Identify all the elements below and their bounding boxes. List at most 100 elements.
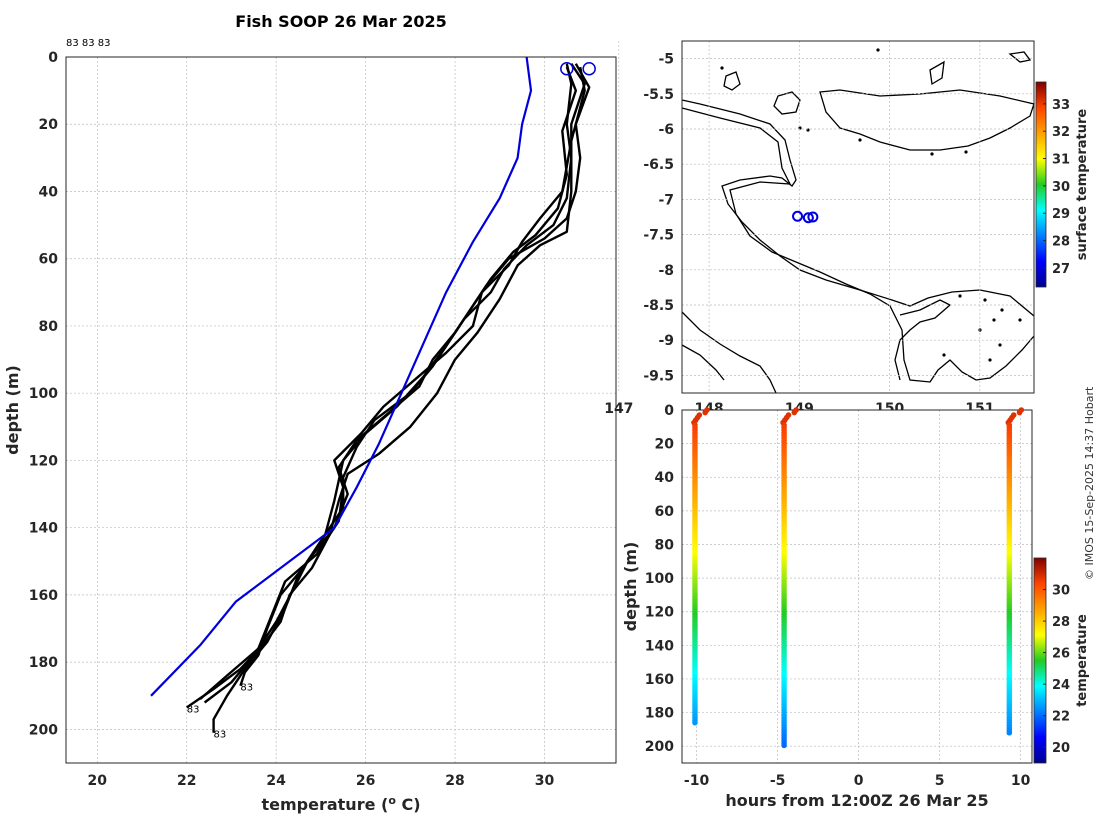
y-tick-label: 20 <box>39 117 59 133</box>
x-tick-label: 28 <box>445 773 464 789</box>
coastline <box>681 311 777 394</box>
coastline <box>819 89 1035 151</box>
x-axis-label: temperature (o C) <box>261 794 420 814</box>
y-tick-label: 160 <box>645 672 674 688</box>
island-dot <box>992 318 996 322</box>
section-sample <box>781 742 787 749</box>
y-tick-label: 100 <box>29 386 58 402</box>
y-tick-label: 200 <box>29 722 58 738</box>
colorbar-tick-label: 32 <box>1052 125 1070 140</box>
lat-tick-label: -7 <box>658 192 674 208</box>
lat-tick-label: -9 <box>658 333 674 349</box>
colorbar-label: temperature <box>1075 614 1090 707</box>
colorbar-tick-label: 24 <box>1052 678 1070 693</box>
y-tick-label: 140 <box>29 521 58 537</box>
x-tick-label: -5 <box>770 773 786 789</box>
plot-frame <box>681 409 1033 764</box>
surface-marker <box>560 61 574 76</box>
chart-title: Fish SOOP 26 Mar 2025 <box>235 12 446 31</box>
section-cast <box>1005 407 1025 736</box>
lat-tick-label: -5 <box>658 52 674 68</box>
lat-tick-label: -8 <box>658 263 674 279</box>
time-depth-section: -10 -5 0 5 10020406080100120140160180200hour… <box>621 403 1090 810</box>
top-annotation: 83 83 83 <box>66 38 111 49</box>
island-dot <box>1018 318 1022 322</box>
coastline <box>1008 51 1032 63</box>
lon-tick-label: 147 <box>604 401 633 417</box>
island-dot <box>930 152 934 156</box>
y-tick-label: 40 <box>39 184 59 200</box>
y-tick-label: 100 <box>645 571 674 587</box>
island-dot <box>720 66 724 70</box>
island-dot <box>958 294 962 298</box>
y-tick-label: 120 <box>29 453 58 469</box>
island-dot <box>942 353 946 357</box>
y-tick-label: 0 <box>664 403 674 419</box>
colorbar-tick-label: 22 <box>1052 710 1070 725</box>
y-tick-label: 40 <box>655 470 675 486</box>
island-dot <box>988 358 992 362</box>
cast-end-label: 83 <box>240 683 253 694</box>
lat-tick-label: -7.5 <box>643 228 674 244</box>
y-tick-label: 20 <box>655 437 675 453</box>
x-axis-label: hours from 12:00Z 26 Mar 25 <box>725 791 988 810</box>
colorbar-tick-label: 28 <box>1052 615 1070 630</box>
colorbar-tick-label: 20 <box>1052 741 1070 756</box>
cast-end-label: 83 <box>187 705 200 716</box>
map-area <box>682 41 1034 393</box>
x-tick-label: 20 <box>88 773 108 789</box>
y-tick-label: 180 <box>29 655 58 671</box>
temperature-colorbar <box>1033 557 1047 764</box>
y-tick-label: 0 <box>48 50 58 66</box>
y-tick-label: 200 <box>645 739 674 755</box>
coastline <box>681 99 1035 317</box>
cast-end-label: 83 <box>214 730 227 741</box>
plot-area <box>682 410 1032 763</box>
credit-text: © IMOS 15-Sep-2025 14:37 Hobart <box>1083 386 1096 580</box>
surface-temp-colorbar <box>1035 81 1047 288</box>
station-marker <box>802 212 814 224</box>
x-tick-label: 26 <box>356 773 375 789</box>
x-tick-label: 0 <box>854 773 864 789</box>
section-sample <box>702 409 708 416</box>
section-sample <box>692 719 698 726</box>
cast-profile-line <box>186 63 573 709</box>
y-axis-label: depth (m) <box>3 365 22 455</box>
y-tick-label: 80 <box>39 319 59 335</box>
station-marker <box>792 210 804 222</box>
plot-frame <box>65 56 617 764</box>
colorbar-tick-label: 28 <box>1052 235 1070 250</box>
section-sample <box>791 409 798 416</box>
colorbar-tick-label: 30 <box>1052 180 1070 195</box>
coastline <box>681 344 725 381</box>
colorbar-tick-label: 31 <box>1052 153 1070 168</box>
y-tick-label: 160 <box>29 588 58 604</box>
cast-profile-line <box>199 66 586 701</box>
x-tick-label: 30 <box>535 773 555 789</box>
y-tick-label: 180 <box>645 706 674 722</box>
colorbar-tick-label: 27 <box>1052 262 1070 277</box>
coastline <box>681 107 1035 383</box>
y-tick-label: 140 <box>645 638 674 654</box>
x-tick-label: 5 <box>935 773 945 789</box>
island-dot <box>964 150 968 154</box>
island-dot <box>876 48 880 52</box>
map-frame <box>681 40 1035 394</box>
station-marker <box>807 211 819 223</box>
island-dot <box>1000 308 1004 312</box>
x-tick-label: 24 <box>266 773 286 789</box>
profile-plot: 20 22 24 26 28 30 0 20 40 60 80 100 120 140 160 180 200 t… <box>3 38 617 814</box>
colorbar-tick-label: 26 <box>1052 647 1070 662</box>
lat-tick-label: -9.5 <box>643 368 674 384</box>
location-map: 147148149150151-5-5.5-6-6.5-7-7.5-8-8.5-… <box>604 40 1090 417</box>
section-cast <box>691 407 710 726</box>
y-tick-label: 120 <box>645 605 674 621</box>
coastline <box>723 71 741 91</box>
x-tick-label: 10 <box>1011 773 1031 789</box>
coastline <box>929 60 945 86</box>
lat-tick-label: -6.5 <box>643 157 674 173</box>
x-tick-label: -10 <box>684 773 710 789</box>
island-dot <box>858 138 862 142</box>
island-dot <box>998 343 1002 347</box>
